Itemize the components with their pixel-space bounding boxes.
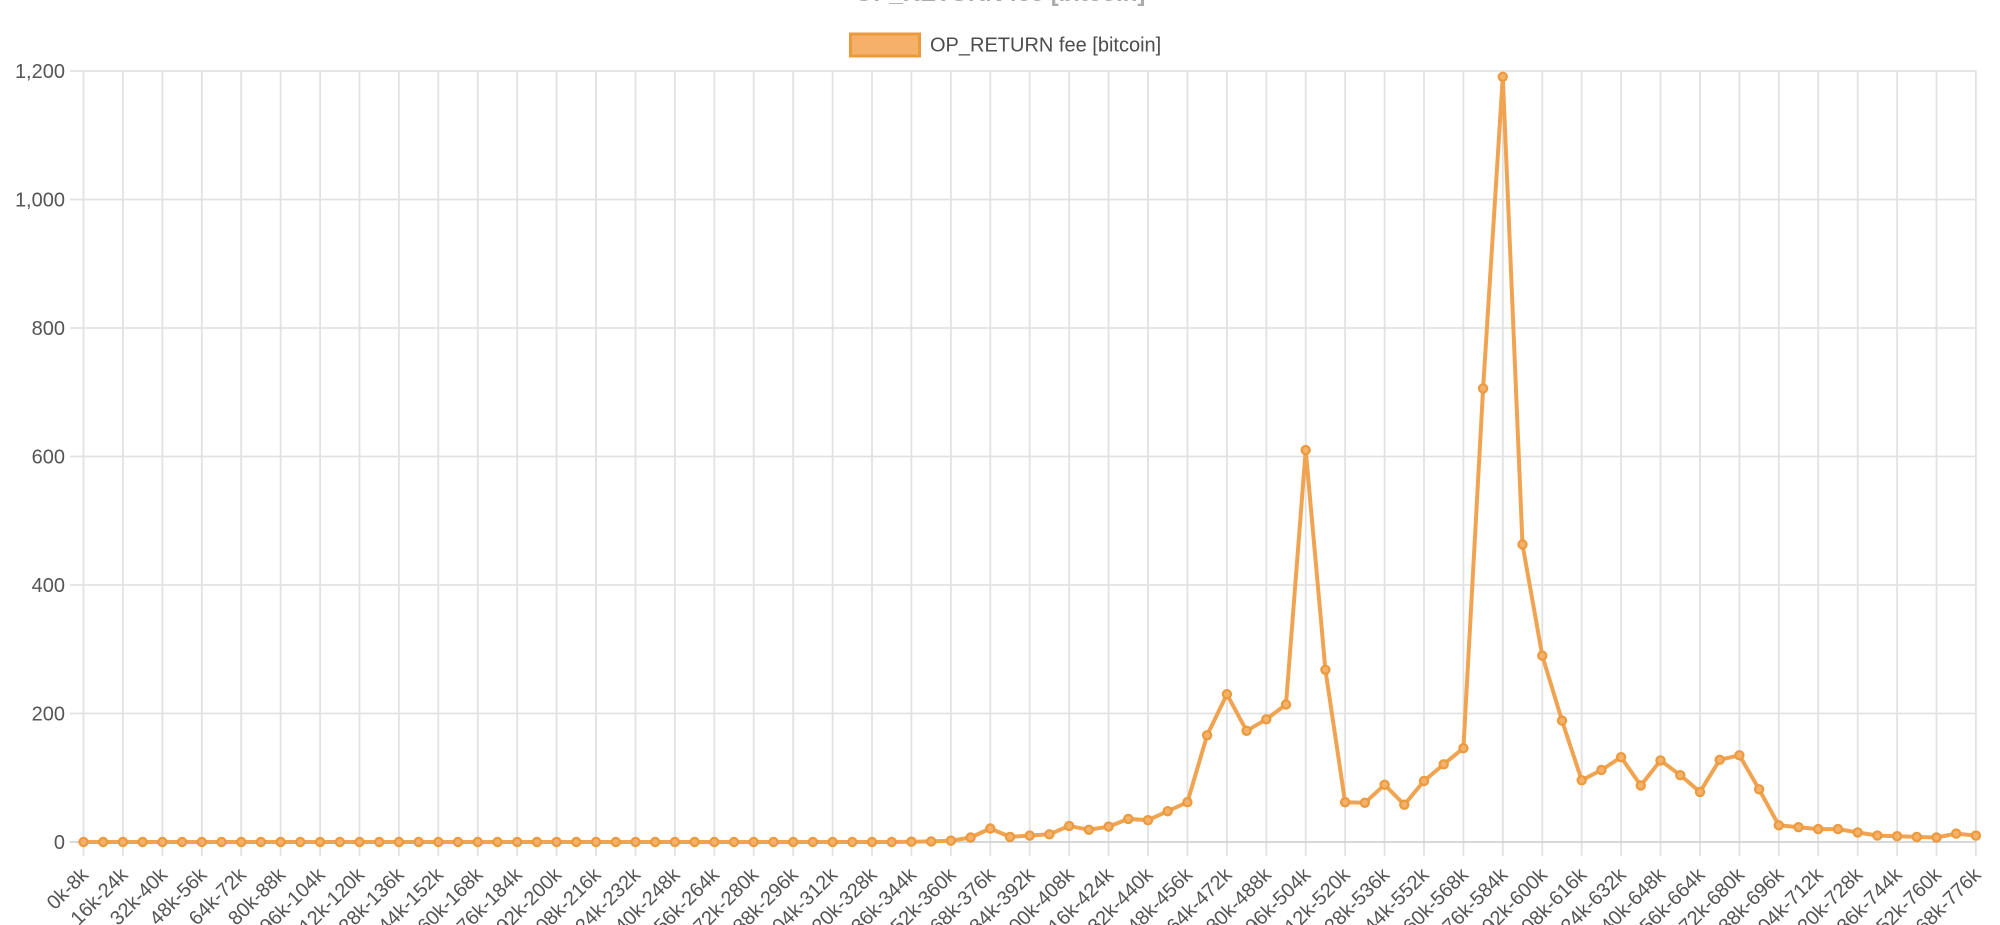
svg-text:OP_RETURN fee [bitcoin]: OP_RETURN fee [bitcoin] <box>930 34 1161 56</box>
svg-text:OP_RETURN fee [bitcoin]: OP_RETURN fee [bitcoin] <box>855 0 1146 7</box>
svg-text:1,000: 1,000 <box>15 190 65 212</box>
svg-text:400: 400 <box>32 575 65 597</box>
svg-text:600: 600 <box>32 447 65 469</box>
svg-text:0: 0 <box>54 832 65 854</box>
svg-text:200: 200 <box>32 704 65 726</box>
svg-text:800: 800 <box>32 318 65 340</box>
svg-text:1,200: 1,200 <box>15 61 65 83</box>
